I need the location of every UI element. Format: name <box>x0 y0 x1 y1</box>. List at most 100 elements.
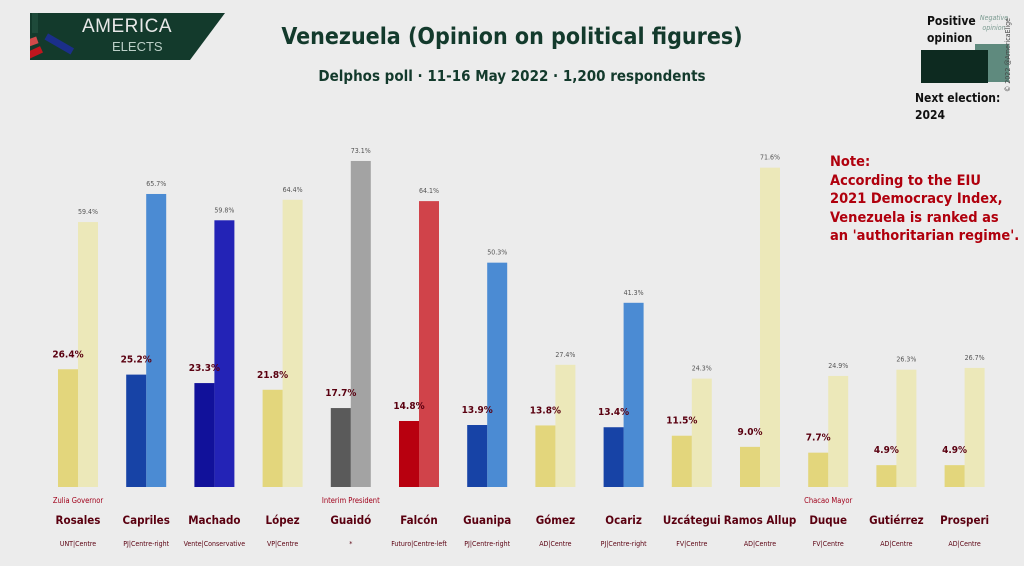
positive-bar <box>808 452 829 487</box>
chart-subtitle: Delphos poll · 11-16 May 2022 · 1,200 re… <box>318 67 706 85</box>
negative-bar <box>282 199 303 487</box>
negative-bar <box>623 302 644 487</box>
positive-value-label: 25.2% <box>121 355 152 366</box>
candidate-party: PJ|Centre-right <box>123 540 169 548</box>
negative-bar <box>419 201 439 487</box>
negative-value-label: 64.1% <box>419 187 439 195</box>
legend-negative-label: Negative opinion <box>979 14 1009 32</box>
candidate-name: Ramos Allup <box>724 513 796 527</box>
negative-value-label: 59.8% <box>214 206 234 214</box>
negative-bar <box>555 364 576 487</box>
candidate-party: AD|Centre <box>539 540 571 548</box>
candidate-party: AD|Centre <box>880 540 912 548</box>
positive-value-label: 9.0% <box>738 427 763 438</box>
note-line: 2021 Democracy Index, <box>830 191 1003 207</box>
note: Note: According to the EIU 2021 Democrac… <box>830 153 1019 246</box>
candidate-party: PJ|Centre-right <box>601 540 647 548</box>
positive-value-label: 26.4% <box>52 349 83 360</box>
candidate-party: VP|Centre <box>267 540 298 548</box>
positive-value-label: 4.9% <box>942 445 967 456</box>
positive-bar <box>262 389 283 487</box>
positive-value-label: 13.9% <box>462 405 493 416</box>
negative-bar <box>691 378 712 487</box>
candidate-name: Gómez <box>536 513 575 527</box>
legend-positive-label: Positive opinion <box>927 14 976 45</box>
negative-bar <box>214 220 235 488</box>
candidate-party: FV|Centre <box>813 540 844 548</box>
positive-bar <box>535 425 556 487</box>
positive-bar <box>603 427 624 487</box>
note-line: According to the EIU <box>830 172 981 189</box>
candidate-party: * <box>349 540 352 548</box>
negative-bar <box>146 193 167 487</box>
candidate-party: Vente|Conservative <box>184 540 246 548</box>
candidate-name: Falcón <box>400 513 438 527</box>
candidate-name: Prosperi <box>940 513 989 527</box>
negative-value-label: 26.7% <box>965 354 985 362</box>
negative-value-label: 27.4% <box>555 351 575 359</box>
positive-bar <box>330 408 351 487</box>
negative-bar <box>487 262 508 487</box>
positive-bar <box>399 420 419 487</box>
negative-value-label: 59.4% <box>78 208 98 216</box>
positive-value-label: 17.7% <box>325 388 356 399</box>
note-line: an 'authoritarian regime'. <box>830 228 1020 244</box>
negative-value-label: 26.3% <box>896 356 916 364</box>
positive-bar <box>740 446 760 487</box>
candidate-role: Zulia Governor <box>53 496 103 505</box>
candidate-name: López <box>266 513 300 527</box>
positive-value-label: 11.5% <box>666 416 697 427</box>
candidate-name: Ocariz <box>605 513 642 527</box>
negative-value-label: 73.1% <box>351 147 371 155</box>
note-line: Venezuela is ranked as <box>830 209 999 226</box>
candidate-name: Rosales <box>56 513 101 527</box>
candidate-name: Machado <box>188 513 240 527</box>
logo-subtext: ELECTS <box>112 39 163 54</box>
positive-value-label: 4.9% <box>874 445 899 456</box>
negative-value-label: 71.6% <box>760 154 780 162</box>
negative-bar <box>760 167 780 487</box>
candidate-role: Chacao Mayor <box>804 496 852 505</box>
negative-bar <box>350 160 371 487</box>
negative-bar <box>78 222 98 488</box>
positive-value-label: 7.7% <box>806 433 831 444</box>
next-election: Next election: 2024 <box>915 90 1000 124</box>
positive-value-label: 23.3% <box>189 363 220 374</box>
candidate-name: Guaidó <box>330 513 371 527</box>
negative-value-label: 24.9% <box>828 362 848 370</box>
positive-bar <box>467 425 488 487</box>
candidate-party: UNT|Centre <box>60 540 96 548</box>
negative-value-label: 64.4% <box>283 186 303 194</box>
negative-bar <box>828 375 849 487</box>
candidate-party: PJ|Centre-right <box>464 540 510 548</box>
negative-value-label: 41.3% <box>624 289 644 297</box>
candidate-party: AD|Centre <box>948 540 980 548</box>
positive-value-label: 13.4% <box>598 407 629 418</box>
positive-value-label: 13.8% <box>530 405 561 416</box>
america-elects-logo <box>30 13 225 60</box>
positive-bar <box>876 465 897 487</box>
negative-value-label: 50.3% <box>487 249 507 257</box>
positive-bar <box>944 465 965 487</box>
positive-bar <box>58 369 78 487</box>
negative-value-label: 65.7% <box>146 180 166 188</box>
positive-value-label: 14.8% <box>393 401 424 412</box>
candidate-name: Capriles <box>123 513 170 527</box>
positive-bar <box>671 435 692 487</box>
candidate-party: AD|Centre <box>744 540 776 548</box>
candidate-name: Uzcátegui <box>663 513 721 527</box>
logo-text: AMERICA <box>82 16 173 37</box>
candidate-name: Gutiérrez <box>869 513 924 527</box>
note-line: Note: <box>830 154 871 170</box>
positive-value-label: 21.8% <box>257 370 288 381</box>
copyright: © 2022 @AmericaElige <box>1004 18 1012 92</box>
positive-bar <box>194 383 215 487</box>
next-election-label: Next election: <box>915 91 1001 105</box>
positive-bar <box>126 374 147 487</box>
legend-positive-swatch <box>921 50 988 83</box>
candidate-name: Guanipa <box>463 513 511 527</box>
negative-bar <box>964 367 985 487</box>
candidate-party: FV|Centre <box>676 540 707 548</box>
next-election-year: 2024 <box>915 108 946 122</box>
chart-title: Venezuela (Opinion on political figures) <box>281 24 743 50</box>
